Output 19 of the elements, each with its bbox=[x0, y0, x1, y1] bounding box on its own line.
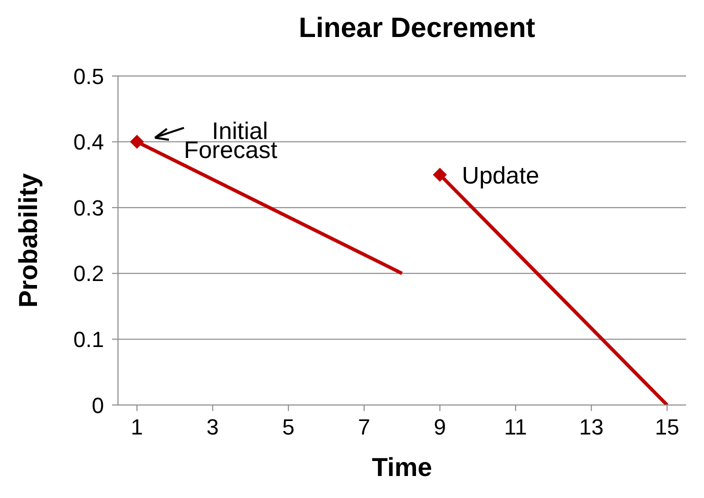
annotation: Initial Forecast bbox=[184, 118, 278, 164]
y-tick-label: 0.2 bbox=[73, 261, 104, 286]
y-tick-label: 0.4 bbox=[73, 130, 104, 155]
y-tick-label: 0.3 bbox=[73, 195, 104, 220]
annotation: Update bbox=[462, 162, 540, 190]
x-tick-label: 15 bbox=[654, 414, 680, 440]
x-axis-title: Time bbox=[372, 452, 432, 482]
x-tick-label: 13 bbox=[579, 414, 604, 440]
x-tick-label: 3 bbox=[206, 414, 219, 440]
y-tick-label: 0.1 bbox=[73, 327, 104, 352]
y-axis-title: Probability bbox=[13, 172, 44, 308]
chart-title: Linear Decrement bbox=[298, 11, 536, 45]
x-tick-label: 7 bbox=[358, 414, 370, 440]
y-tick-label: 0.5 bbox=[73, 64, 104, 89]
y-tick-label: 0 bbox=[92, 392, 104, 418]
x-tick-label: 1 bbox=[130, 414, 144, 440]
x-tick-label: 9 bbox=[434, 414, 446, 440]
x-tick-label: 5 bbox=[282, 414, 295, 440]
x-tick-label: 11 bbox=[504, 414, 528, 440]
